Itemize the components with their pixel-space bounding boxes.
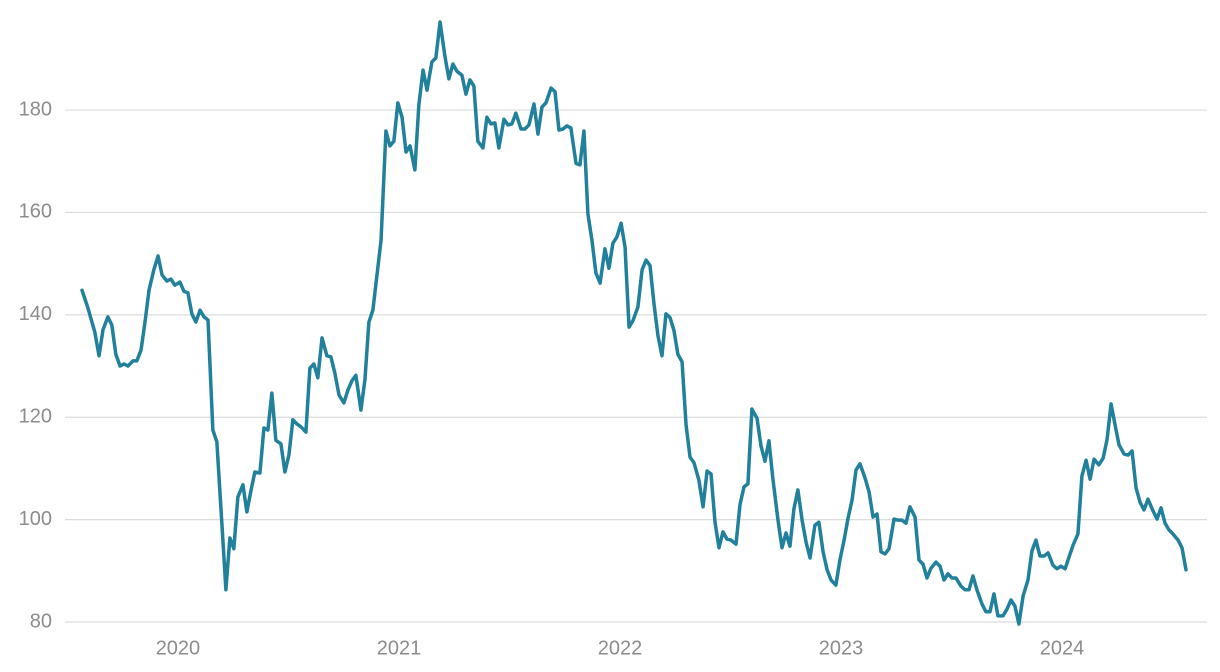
- y-tick-label: 100: [19, 508, 52, 530]
- y-tick-label: 120: [19, 406, 52, 428]
- x-tick-label: 2023: [819, 637, 864, 659]
- y-tick-label: 140: [19, 303, 52, 325]
- y-tick-label: 180: [19, 98, 52, 120]
- x-tick-label: 2022: [598, 637, 643, 659]
- x-tick-label: 2021: [377, 637, 422, 659]
- y-tick-label: 80: [30, 610, 52, 632]
- y-tick-label: 160: [19, 201, 52, 223]
- x-tick-label: 2020: [156, 637, 201, 659]
- line: [80, 20, 1188, 626]
- x-tick-label: 2024: [1040, 637, 1085, 659]
